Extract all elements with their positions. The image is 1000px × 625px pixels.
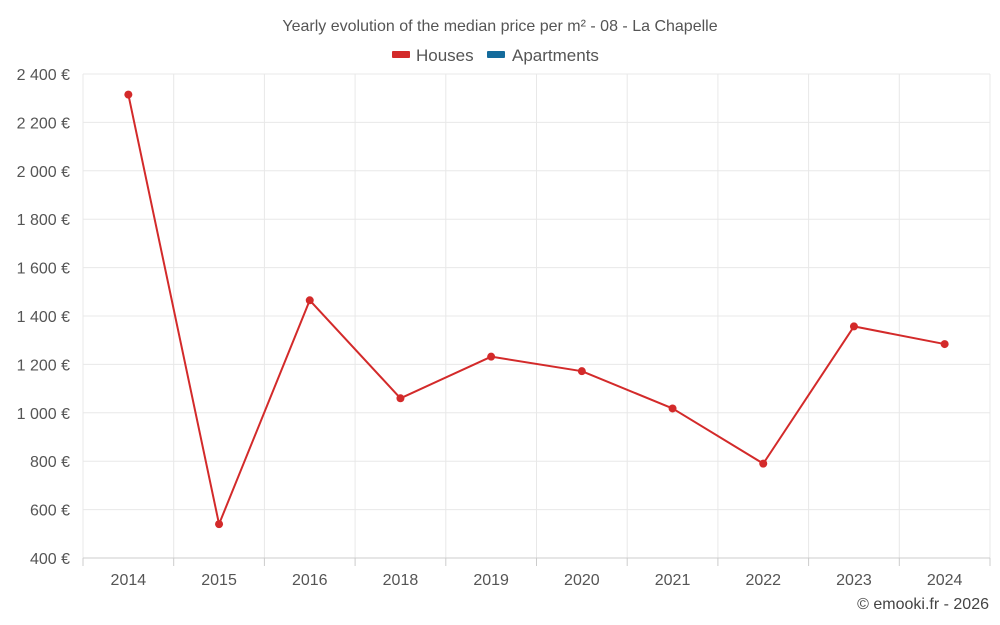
series <box>124 90 949 529</box>
grid <box>82 73 991 558</box>
series-line-houses <box>127 94 945 526</box>
legend-item-houses[interactable]: Houses <box>392 46 474 65</box>
data-point-houses[interactable] <box>577 367 586 376</box>
data-point-houses[interactable] <box>215 520 224 529</box>
y-tick-label: 800 € <box>30 454 70 471</box>
data-point-houses[interactable] <box>396 394 405 403</box>
credit-text: © emooki.fr - 2026 <box>857 596 989 613</box>
data-point-houses[interactable] <box>940 340 949 349</box>
y-tick-label: 1 000 € <box>17 406 70 423</box>
x-tick-label: 2016 <box>292 572 328 589</box>
data-point-houses[interactable] <box>849 322 858 331</box>
y-tick-label: 2 000 € <box>17 164 70 181</box>
x-tick-label: 2024 <box>927 572 963 589</box>
x-tick-label: 2019 <box>473 572 509 589</box>
x-tick-label: 2015 <box>201 572 237 589</box>
legend-label-apartments: Apartments <box>512 46 599 65</box>
x-tick-label: 2021 <box>655 572 691 589</box>
data-point-houses[interactable] <box>668 404 677 413</box>
y-tick-label: 1 400 € <box>17 309 70 326</box>
y-tick-label: 2 200 € <box>17 115 70 132</box>
x-tick-label: 2020 <box>564 572 600 589</box>
data-point-houses[interactable] <box>759 459 768 468</box>
legend: Houses Apartments <box>392 46 599 65</box>
y-tick-label: 1 200 € <box>17 357 70 374</box>
y-tick-label: 2 400 € <box>17 67 70 84</box>
data-point-houses[interactable] <box>124 90 133 99</box>
legend-swatch-houses <box>392 51 410 58</box>
data-point-houses[interactable] <box>305 296 314 305</box>
data-point-houses[interactable] <box>487 352 496 361</box>
legend-swatch-apartments <box>487 51 505 58</box>
x-tick-label: 2022 <box>745 572 781 589</box>
legend-label-houses: Houses <box>416 46 474 65</box>
chart-title: Yearly evolution of the median price per… <box>282 18 717 35</box>
x-tick-label: 2014 <box>111 572 147 589</box>
y-axis-ticks: 400 € 600 € 800 € 1 000 € 1 200 € 1 400 € 1 60… <box>17 67 70 568</box>
x-axis-ticks: 2014 2015 2016 2018 2019 2020 2021 2022 2023 2024 <box>82 558 991 589</box>
legend-item-apartments[interactable]: Apartments <box>487 46 599 65</box>
y-tick-label: 1 800 € <box>17 212 70 229</box>
y-tick-label: 600 € <box>30 503 70 520</box>
y-tick-label: 1 600 € <box>17 261 70 278</box>
y-tick-label: 400 € <box>30 551 70 568</box>
x-tick-label: 2018 <box>383 572 419 589</box>
x-tick-label: 2023 <box>836 572 872 589</box>
